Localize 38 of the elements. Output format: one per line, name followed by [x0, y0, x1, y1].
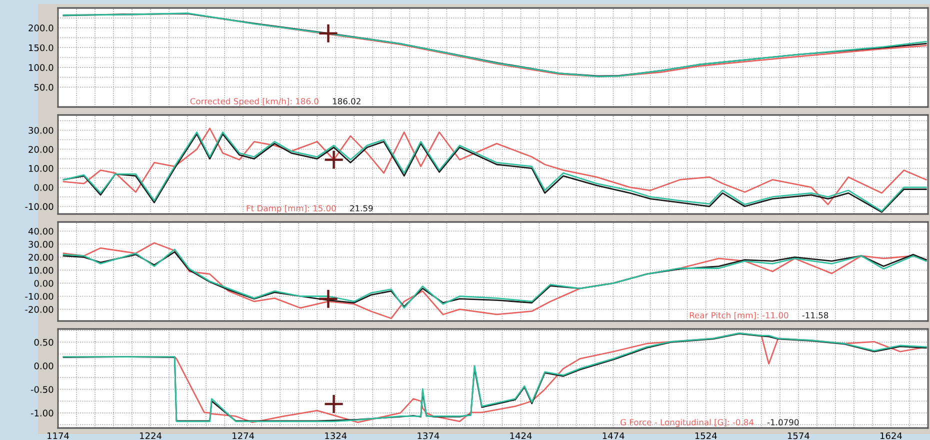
annotation: 186.02 — [332, 98, 360, 104]
annotation: 21.59 — [350, 205, 373, 212]
x-tick-label: 1324 — [325, 432, 347, 440]
x-tick-label: 1624 — [880, 432, 902, 440]
annotation: Corrected Speed [km/h]: 186.0 — [190, 98, 318, 106]
y-tick-label: -1.00 — [30, 410, 54, 416]
y-tick-label: 50.0 — [34, 84, 54, 91]
annotation: G Force - Longitudinal [G]: -0.84 — [620, 418, 754, 428]
y-tick-label: 0.50 — [34, 338, 54, 346]
y-tick-label: 0.00 — [34, 184, 54, 191]
y-tick-label: -0.50 — [30, 386, 54, 393]
y-tick-label: 20.00 — [28, 146, 54, 153]
y-tick-label: 30.00 — [28, 240, 54, 248]
x-tick-label: 1424 — [510, 432, 532, 440]
x-tick-label: 1174 — [48, 432, 69, 440]
annotation: -11.58 — [802, 312, 828, 318]
x-tick-label: 1274 — [232, 432, 254, 440]
annotation: Ft Damp [mm]: 15.00 — [246, 204, 336, 214]
y-tick-label: 20.00 — [28, 254, 54, 261]
y-tick-label: -10.00 — [25, 203, 54, 210]
y-tick-label: -20.00 — [25, 306, 54, 313]
x-tick-label: 1374 — [418, 432, 440, 440]
y-tick-label: 40.00 — [28, 228, 54, 235]
y-tick-label: 150.0 — [28, 44, 54, 52]
y-tick-label: 0.00 — [34, 362, 54, 370]
y-tick-label: 100.0 — [28, 64, 54, 71]
y-tick-label: -10.00 — [25, 292, 54, 300]
x-tick-label: 1224 — [140, 432, 162, 440]
annotation: Rear Pitch [mm]: -11.00 — [690, 312, 788, 320]
y-tick-label: 10.00 — [28, 165, 54, 172]
y-tick-label: 200.0 — [28, 24, 54, 32]
x-tick-label: 1524 — [695, 432, 717, 440]
x-tick-label: 1474 — [602, 432, 624, 440]
y-tick-label: 30.00 — [28, 126, 54, 134]
x-tick-label: 1574 — [788, 432, 810, 440]
annotation: -1.0790 — [767, 419, 799, 426]
y-tick-label: 0.00 — [34, 280, 54, 287]
y-tick-label: 10.00 — [28, 266, 54, 274]
